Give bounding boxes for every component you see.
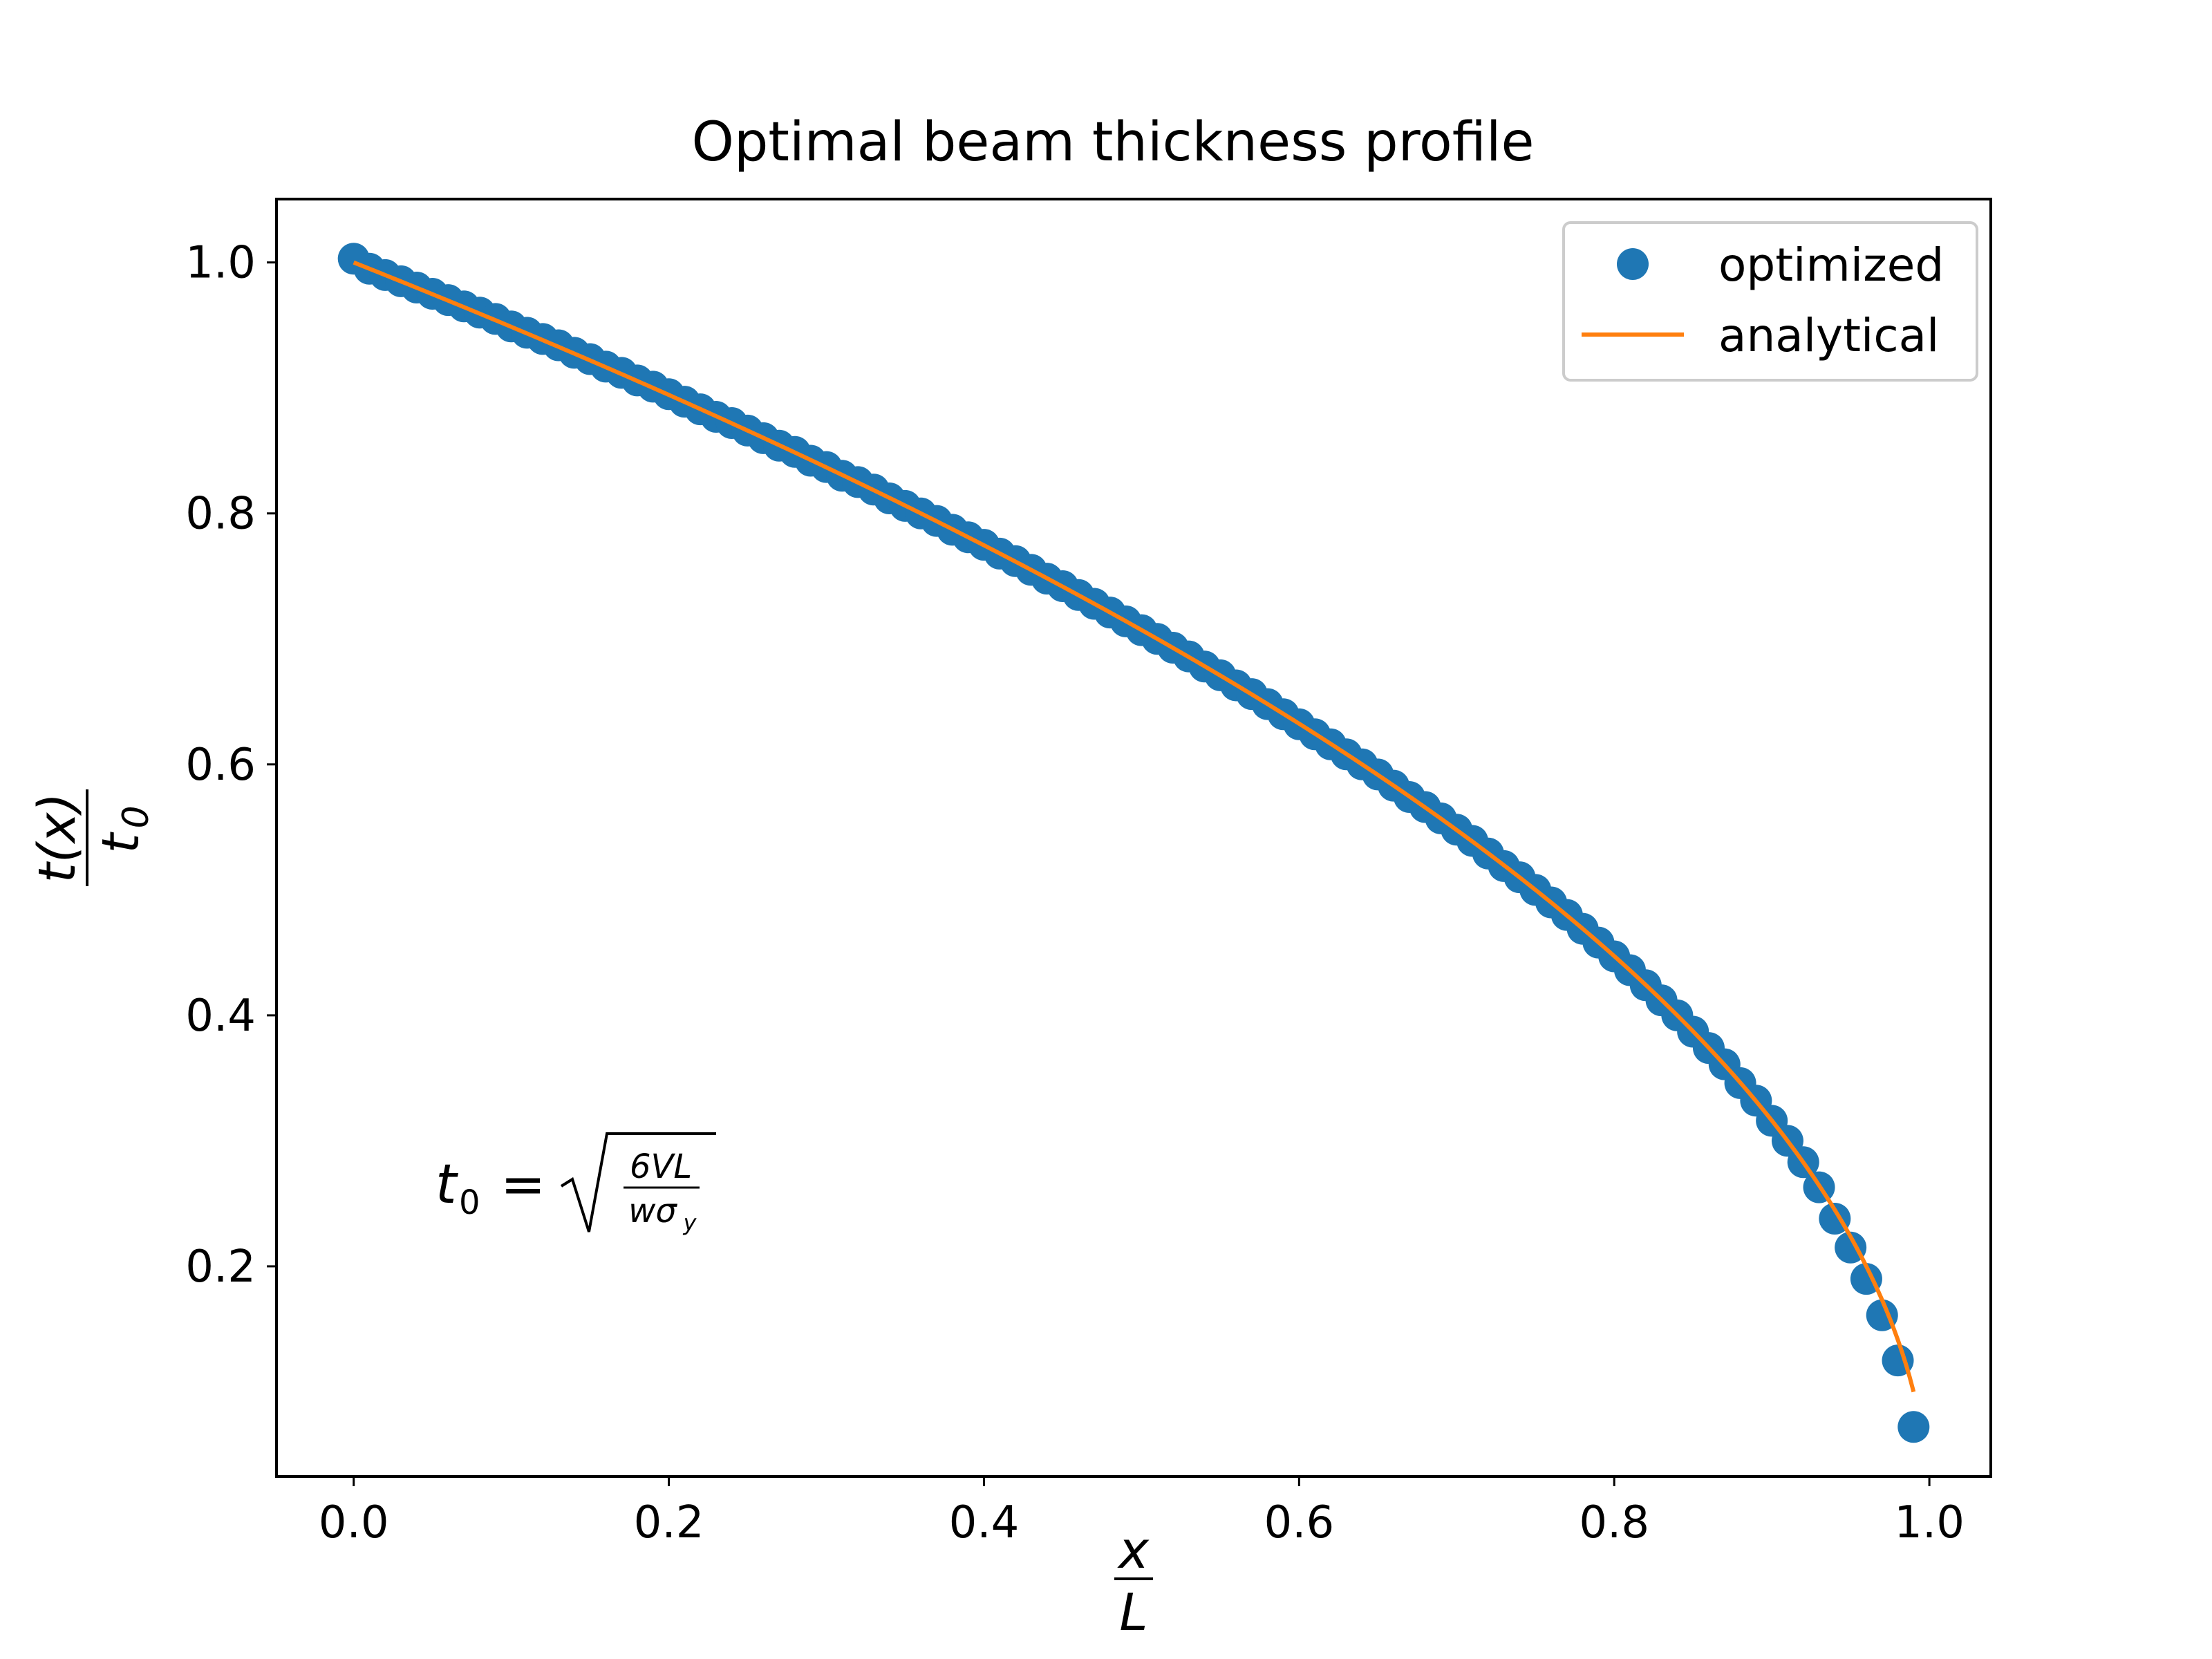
x-tick-label: 0.8: [1579, 1497, 1649, 1548]
annotation-equals: =: [500, 1154, 545, 1216]
x-label-numerator: x: [1117, 1521, 1150, 1580]
annotation-sqrt-sign: [560, 1132, 716, 1232]
y-label-numerator: t(x): [28, 793, 87, 883]
legend-label-optimized: optimized: [1718, 238, 1944, 292]
legend-label-analytical: analytical: [1718, 309, 1939, 362]
y-tick-label: 1.0: [185, 238, 256, 289]
y-axis-label: t(x) t 0: [28, 789, 157, 886]
x-tick-label: 0.0: [319, 1497, 389, 1548]
annotation-lhs: t: [435, 1154, 458, 1216]
y-tick-label: 0.6: [185, 740, 256, 791]
y-tick-label: 0.8: [185, 489, 256, 540]
annotation-denominator-subscript: y: [683, 1210, 697, 1236]
legend-marker-optimized: [1617, 248, 1649, 280]
legend-box: [1562, 221, 1978, 382]
x-label-denominator: L: [1119, 1583, 1147, 1642]
x-axis: 0.0 0.2 0.4 0.6 0.8 1.0: [319, 1477, 1965, 1548]
analytical-line: [353, 260, 1916, 1393]
y-label-denominator: t: [91, 832, 151, 854]
legend: optimized analytical: [1562, 221, 1978, 382]
plot-area: [275, 198, 1992, 1478]
axes-frame: [275, 198, 1992, 1478]
analytical-curve-layer: [353, 260, 1916, 1393]
y-tick-label: 0.4: [185, 991, 256, 1042]
x-tick-label: 0.4: [949, 1497, 1020, 1548]
x-tick-label: 1.0: [1894, 1497, 1965, 1548]
chart-title: Optimal beam thickness profile: [691, 111, 1534, 174]
y-tick-label: 0.2: [185, 1241, 256, 1293]
formula-annotation: t 0 = 6VL wσ y: [435, 1132, 716, 1236]
optimized-point: [1897, 1411, 1930, 1443]
x-axis-label: x L: [1114, 1521, 1153, 1642]
y-axis: 0.2 0.4 0.6 0.8 1.0: [185, 238, 276, 1293]
annotation-numerator: 6VL: [630, 1147, 692, 1186]
annotation-denominator: wσ: [628, 1192, 677, 1230]
x-tick-label: 0.2: [634, 1497, 704, 1548]
y-label-denominator-subscript: 0: [115, 805, 157, 828]
annotation-lhs-subscript: 0: [459, 1183, 480, 1222]
x-tick-label: 0.6: [1264, 1497, 1334, 1548]
